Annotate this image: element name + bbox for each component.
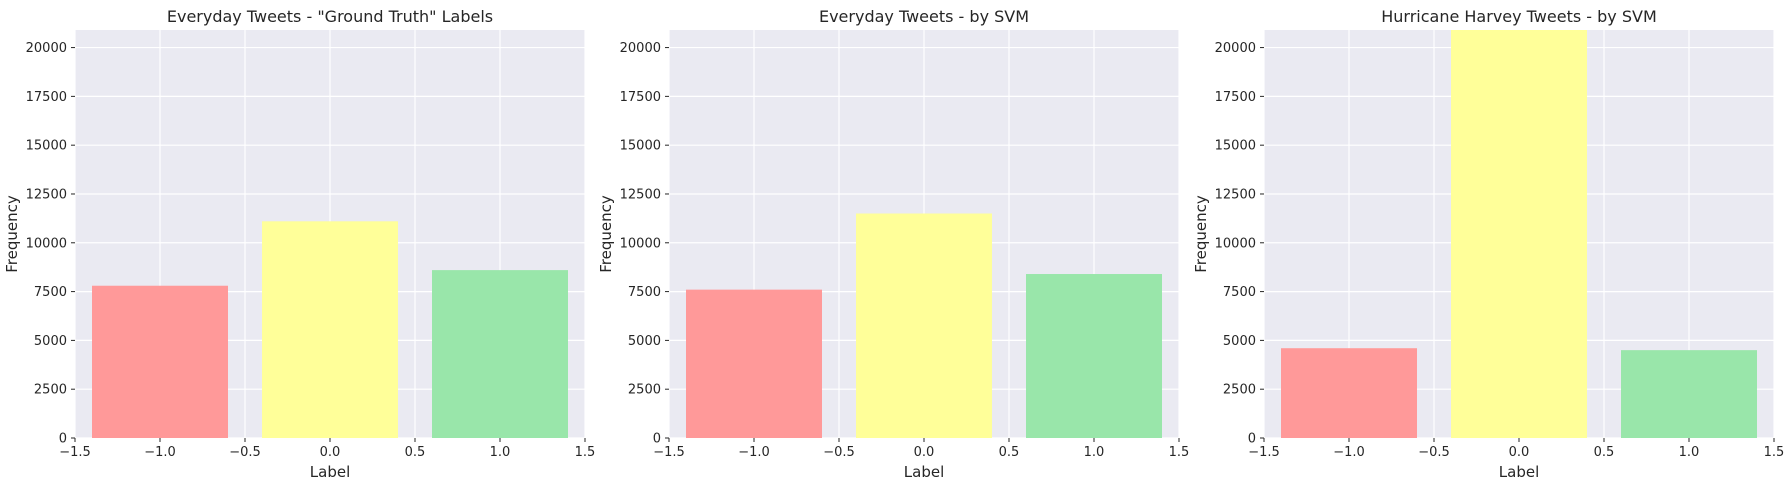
y-tick-label: 2500 xyxy=(34,383,67,398)
chart-title: Everyday Tweets - by SVM xyxy=(819,7,1029,26)
y-tick-label: 17500 xyxy=(26,90,67,105)
x-tick-label: 0.5 xyxy=(405,445,426,460)
bar xyxy=(1451,30,1587,438)
x-tick-label: 0.5 xyxy=(999,445,1020,460)
bar xyxy=(262,221,398,438)
y-axis-label: Frequency xyxy=(597,195,615,273)
x-tick-label: −1.0 xyxy=(738,445,770,460)
y-tick-label: 17500 xyxy=(620,90,661,105)
y-tick-label: 15000 xyxy=(26,139,67,154)
chart-title: Everyday Tweets - "Ground Truth" Labels xyxy=(167,7,493,26)
x-axis-label: Label xyxy=(310,463,350,481)
bar xyxy=(1026,274,1162,438)
x-tick-label: −0.5 xyxy=(229,445,261,460)
y-tick-label: 10000 xyxy=(26,236,67,251)
y-tick-label: 7500 xyxy=(628,285,661,300)
y-tick-label: 20000 xyxy=(26,41,67,56)
y-axis-label: Frequency xyxy=(3,195,21,273)
x-tick-label: 1.5 xyxy=(575,445,596,460)
y-tick-label: 7500 xyxy=(34,285,67,300)
bar xyxy=(92,285,228,438)
x-tick-label: 1.5 xyxy=(1764,445,1785,460)
y-tick-label: 0 xyxy=(653,432,661,447)
bar xyxy=(856,213,992,438)
chart-panel-3: −1.5 −1.0 −0.5 0.0 0.5 1.0 1.5 0 2500 5000 7500 100… xyxy=(1192,7,1784,481)
x-tick-label: −1.5 xyxy=(1248,445,1280,460)
x-tick-label: −0.5 xyxy=(823,445,855,460)
x-tick-label: 1.5 xyxy=(1169,445,1190,460)
y-tick-label: 5000 xyxy=(34,334,67,349)
y-tick-label: 5000 xyxy=(1223,334,1256,349)
x-tick-label: 0.5 xyxy=(1594,445,1615,460)
y-tick-label: 2500 xyxy=(628,383,661,398)
y-tick-label: 17500 xyxy=(1215,90,1256,105)
x-tick-label: −1.5 xyxy=(653,445,685,460)
bar xyxy=(1621,350,1757,438)
bar xyxy=(686,289,822,438)
y-tick-label: 12500 xyxy=(620,187,661,202)
y-tick-label: 10000 xyxy=(1215,236,1256,251)
y-tick-label: 7500 xyxy=(1223,285,1256,300)
y-tick-label: 0 xyxy=(1248,432,1256,447)
x-tick-label: 0.0 xyxy=(320,445,341,460)
y-axis-label: Frequency xyxy=(1192,195,1210,273)
x-tick-label: 1.0 xyxy=(1679,445,1700,460)
chart-title: Hurricane Harvey Tweets - by SVM xyxy=(1381,7,1657,26)
bar xyxy=(432,270,568,438)
y-tick-label: 15000 xyxy=(1215,139,1256,154)
x-tick-label: 0.0 xyxy=(914,445,935,460)
x-tick-label: 0.0 xyxy=(1509,445,1530,460)
chart-panel-1: −1.5 −1.0 −0.5 0.0 0.5 1.0 1.5 0 2500 5000 7500 100… xyxy=(3,7,595,481)
x-tick-label: 1.0 xyxy=(1084,445,1105,460)
x-tick-label: 1.0 xyxy=(490,445,511,460)
x-tick-label: −0.5 xyxy=(1418,445,1450,460)
y-tick-label: 20000 xyxy=(620,41,661,56)
y-tick-label: 0 xyxy=(59,432,67,447)
x-axis-label: Label xyxy=(904,463,944,481)
x-tick-label: −1.0 xyxy=(1333,445,1365,460)
y-tick-label: 5000 xyxy=(628,334,661,349)
y-tick-label: 10000 xyxy=(620,236,661,251)
y-tick-label: 12500 xyxy=(1215,187,1256,202)
x-tick-label: −1.5 xyxy=(59,445,91,460)
y-tick-label: 20000 xyxy=(1215,41,1256,56)
y-tick-label: 2500 xyxy=(1223,383,1256,398)
chart-panel-2: −1.5 −1.0 −0.5 0.0 0.5 1.0 1.5 0 2500 5000 7500 100… xyxy=(597,7,1189,481)
y-tick-label: 15000 xyxy=(620,139,661,154)
x-axis-label: Label xyxy=(1499,463,1539,481)
y-tick-label: 12500 xyxy=(26,187,67,202)
bar xyxy=(1281,348,1417,438)
x-tick-label: −1.0 xyxy=(144,445,176,460)
